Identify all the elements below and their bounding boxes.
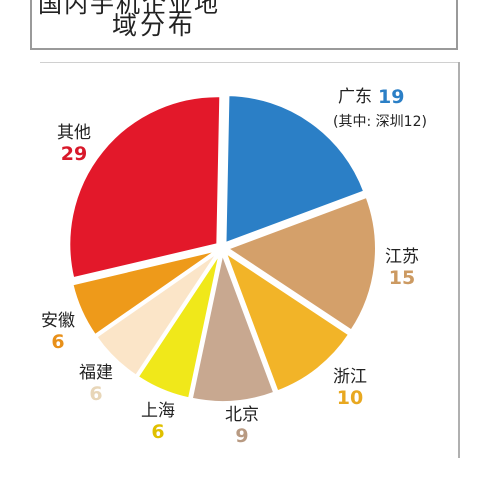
pie-slice-6 <box>94 251 219 378</box>
pie-slice-5 <box>136 252 221 400</box>
pie-slice-2 <box>225 195 377 332</box>
pie-slices <box>68 94 377 403</box>
pie-slice-3 <box>223 250 351 393</box>
slice-label-1: 广东 <box>338 87 372 107</box>
chart-title: 域分布 <box>112 11 197 40</box>
slice-label-5: 上海 <box>141 401 175 421</box>
slice-label-2: 江苏 <box>385 247 419 267</box>
pie-slice-4 <box>190 250 276 403</box>
frame-right-border <box>458 62 460 458</box>
slice-label-8: 其他 <box>57 123 91 143</box>
title-box: 国内手机企业地 域分布 <box>30 0 458 50</box>
slice-value-6: 6 <box>89 383 102 405</box>
frame-top-border <box>40 62 460 63</box>
slice-value-8: 29 <box>61 143 87 165</box>
slice-value-5: 6 <box>151 421 164 443</box>
slice-value-7: 6 <box>51 331 64 353</box>
pie-slice-7 <box>71 249 218 337</box>
slice-label-4: 北京 <box>225 405 259 425</box>
slice-value-4: 9 <box>235 425 248 447</box>
slice-label-6: 福建 <box>79 363 113 383</box>
slice-label-7: 安徽 <box>41 311 75 331</box>
pie-slice-8 <box>68 95 222 280</box>
slice-value-2: 15 <box>389 267 415 289</box>
title-line-1: 国内手机企业地 <box>38 0 220 18</box>
slice-label-3: 浙江 <box>333 367 367 387</box>
slice-value-1: 19 <box>378 86 404 108</box>
pie-slice-1 <box>224 94 366 245</box>
slice-note-1: (其中: 深圳12) <box>333 114 427 130</box>
slice-value-3: 10 <box>337 387 363 409</box>
